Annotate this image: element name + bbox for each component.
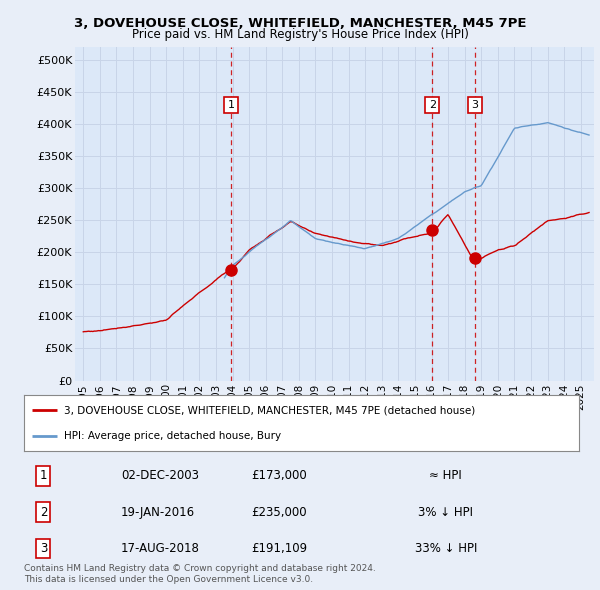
Text: 17-AUG-2018: 17-AUG-2018 — [121, 542, 200, 555]
Text: This data is licensed under the Open Government Licence v3.0.: This data is licensed under the Open Gov… — [24, 575, 313, 584]
Text: Contains HM Land Registry data © Crown copyright and database right 2024.: Contains HM Land Registry data © Crown c… — [24, 565, 376, 573]
Text: 02-DEC-2003: 02-DEC-2003 — [121, 470, 199, 483]
Text: 2: 2 — [429, 100, 436, 110]
Text: HPI: Average price, detached house, Bury: HPI: Average price, detached house, Bury — [64, 431, 281, 441]
Text: 1: 1 — [40, 470, 47, 483]
Text: 33% ↓ HPI: 33% ↓ HPI — [415, 542, 477, 555]
Text: ≈ HPI: ≈ HPI — [430, 470, 462, 483]
Text: 19-JAN-2016: 19-JAN-2016 — [121, 506, 195, 519]
Text: 1: 1 — [227, 100, 235, 110]
Text: £173,000: £173,000 — [251, 470, 307, 483]
Text: 3: 3 — [40, 542, 47, 555]
Text: 2: 2 — [40, 506, 47, 519]
Text: 3, DOVEHOUSE CLOSE, WHITEFIELD, MANCHESTER, M45 7PE: 3, DOVEHOUSE CLOSE, WHITEFIELD, MANCHEST… — [74, 17, 526, 30]
Text: 3, DOVEHOUSE CLOSE, WHITEFIELD, MANCHESTER, M45 7PE (detached house): 3, DOVEHOUSE CLOSE, WHITEFIELD, MANCHEST… — [64, 405, 475, 415]
Text: £235,000: £235,000 — [251, 506, 307, 519]
Text: 3% ↓ HPI: 3% ↓ HPI — [418, 506, 473, 519]
Text: £191,109: £191,109 — [251, 542, 307, 555]
Text: 3: 3 — [472, 100, 479, 110]
Text: Price paid vs. HM Land Registry's House Price Index (HPI): Price paid vs. HM Land Registry's House … — [131, 28, 469, 41]
